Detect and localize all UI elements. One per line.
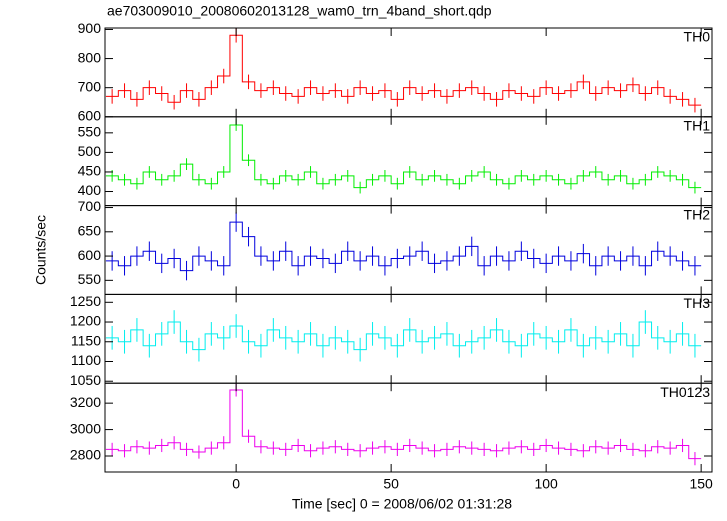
y-tick-label: 1150	[71, 332, 101, 348]
y-tick-label: 600	[78, 108, 102, 124]
y-tick-label: 700	[78, 78, 102, 94]
y-tick-label: 1200	[70, 313, 101, 329]
y-tick-label: 900	[78, 20, 102, 36]
panel-label: TH0	[684, 29, 711, 45]
panel-frame	[104, 27, 713, 118]
y-tick-label: 3000	[70, 420, 101, 436]
y-tick-label: 3200	[70, 394, 101, 410]
y-tick-label: 800	[78, 49, 102, 65]
light-curve	[105, 221, 702, 272]
y-tick-label: 650	[78, 223, 102, 239]
y-axis-label: Counts/sec	[33, 215, 49, 285]
x-axis-label: Time [sec] 0 = 2008/06/02 01:31:28	[292, 496, 512, 512]
panel-frame	[104, 116, 713, 207]
panel-label: TH0123	[660, 384, 710, 400]
light-curve	[105, 389, 702, 460]
y-tick-label: 600	[78, 247, 102, 263]
y-tick-label: 500	[78, 143, 102, 159]
panel-frame	[104, 382, 713, 473]
y-tick-label: 1250	[70, 293, 101, 309]
chart-title: ae703009010_20080602013128_wam0_trn_4ban…	[107, 3, 492, 19]
panel-label: TH3	[684, 295, 711, 311]
light-curve	[105, 124, 702, 189]
x-tick-label: 50	[383, 476, 399, 492]
y-tick-label: 400	[78, 182, 102, 198]
x-tick-label: 0	[232, 476, 240, 492]
y-tick-label: 1050	[70, 372, 101, 388]
panel-frame	[104, 205, 713, 295]
light-curve	[105, 34, 702, 106]
x-tick-label: 100	[534, 476, 558, 492]
y-tick-label: 550	[78, 271, 102, 287]
panel-label: TH1	[684, 118, 711, 134]
y-tick-label: 2800	[70, 447, 101, 463]
y-tick-label: 450	[78, 163, 102, 179]
y-tick-label: 700	[78, 198, 102, 214]
y-tick-label: 1100	[71, 352, 101, 368]
x-tick-label: 150	[689, 476, 713, 492]
light-curve	[105, 321, 702, 351]
panel-label: TH2	[684, 206, 711, 222]
y-tick-label: 550	[78, 124, 102, 140]
